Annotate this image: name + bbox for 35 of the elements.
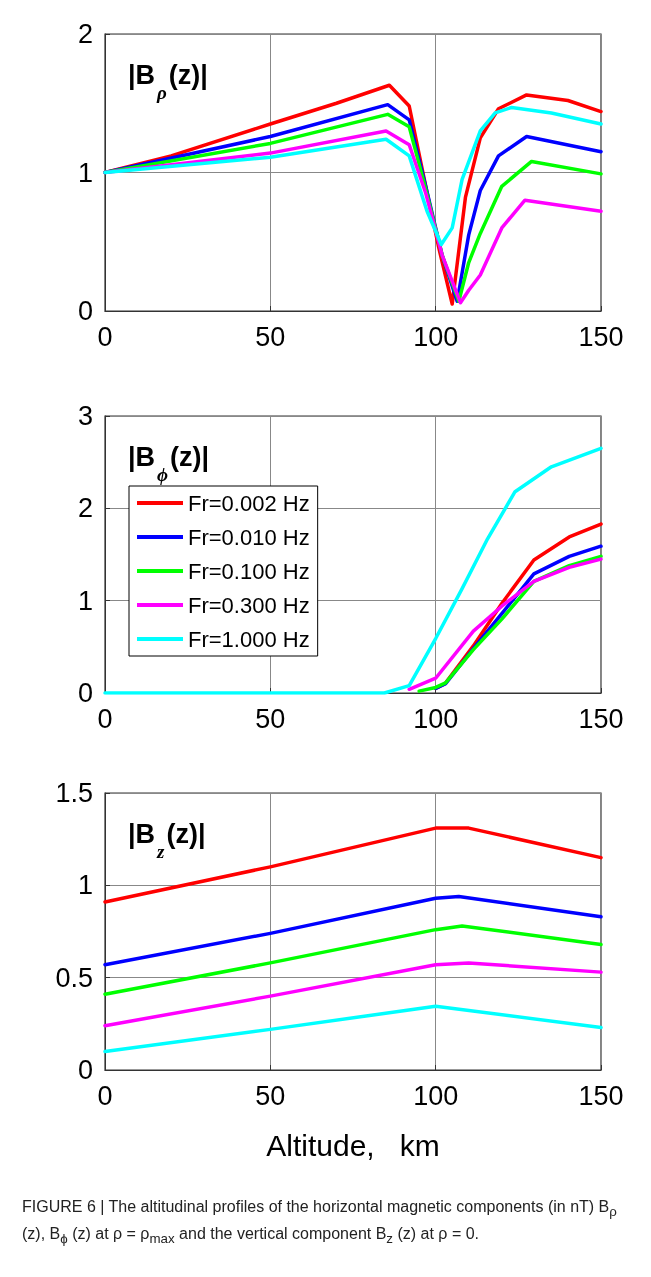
- x-tick-label: 0: [97, 703, 113, 734]
- line-series: [103, 894, 603, 967]
- y-tick-label: 0: [77, 1055, 93, 1085]
- y-tick-label: 2: [77, 493, 93, 524]
- legend-label: Fr=0.010 Hz: [188, 524, 310, 550]
- legend-label: Fr=0.002 Hz: [188, 490, 310, 516]
- legend-label: Fr=0.300 Hz: [188, 592, 310, 618]
- x-tick-label: 100: [413, 703, 459, 734]
- x-tick-label: 150: [578, 321, 624, 352]
- line-series: [103, 1004, 603, 1054]
- y-tick-label: 0: [77, 678, 93, 708]
- x-tick-label: 0: [97, 1080, 113, 1111]
- y-tick-label: 1: [77, 157, 93, 188]
- line-series: [103, 924, 603, 997]
- x-tick-label: 50: [255, 321, 286, 352]
- y-tick-label: 0: [77, 296, 93, 326]
- y-tick-label: 3: [77, 401, 93, 431]
- text: FIGURE 6 | The altitudinal profiles of the horizontal magnetic components (in nT) B$_{ρ}$ (z), B$_{ϕ}$ (z) at ρ = ρ$_{max}$ and the vertical component B$_{z}$ (z) at ρ = 0.: [22, 1198, 617, 1247]
- y-tick-label: 2: [77, 19, 93, 49]
- x-tick-label: 100: [413, 321, 459, 352]
- line-series: [103, 961, 603, 1028]
- y-tick-label: 1: [77, 585, 93, 616]
- x-tick-label: 150: [578, 703, 624, 734]
- x-axis-title: Altitude, km: [266, 1128, 440, 1162]
- x-tick-label: 100: [413, 1080, 459, 1111]
- y-tick-label: 1.5: [55, 778, 93, 808]
- legend-label: Fr=0.100 Hz: [188, 558, 310, 584]
- y-tick-label: 1: [77, 870, 93, 901]
- x-tick-label: 150: [578, 1080, 624, 1111]
- y-tick-label: 0.5: [55, 962, 93, 993]
- x-tick-label: 50: [255, 703, 286, 734]
- line-series: [103, 105, 603, 247]
- legend-label: Fr=1.000 Hz: [188, 626, 310, 652]
- x-tick-label: 0: [97, 321, 113, 352]
- x-tick-label: 50: [255, 1080, 286, 1111]
